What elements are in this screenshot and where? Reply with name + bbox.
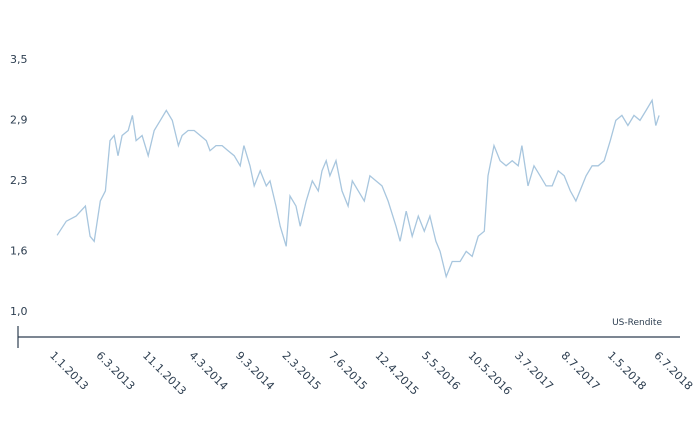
legend-label: US-Rendite — [612, 318, 662, 328]
y-tick-label: 1,0 — [10, 305, 28, 318]
x-tick-label: 3.7.2017 — [512, 349, 556, 393]
x-tick-label: 6.3.2013 — [94, 349, 138, 393]
x-tick-label: 1.5.2018 — [605, 349, 649, 393]
x-tick-label: 2.3.2015 — [280, 349, 324, 393]
line — [56, 98, 660, 279]
x-tick-label: 6.7.2018 — [651, 349, 695, 393]
x-tick-label: 12.4.2015 — [372, 349, 421, 398]
y-tick-label: 3,5 — [10, 53, 28, 66]
y-tick-label: 1,6 — [10, 244, 28, 257]
y-tick-label: 2,3 — [10, 174, 28, 187]
x-tick-label: 4.3.2014 — [187, 349, 231, 393]
x-tick-label: 9.3.2014 — [233, 349, 277, 393]
x-tick-label: 10.5.2016 — [465, 349, 514, 398]
x-tick-label: 7.6.2015 — [326, 349, 370, 393]
x-tick-label: 8.7.2017 — [558, 349, 602, 393]
x-tick-label: 5.5.2016 — [419, 349, 463, 393]
x-tick-label: 11.1.2013 — [140, 349, 189, 398]
y-tick-label: 2,9 — [10, 113, 28, 126]
x-tick-label: 1.1.2013 — [47, 349, 91, 393]
